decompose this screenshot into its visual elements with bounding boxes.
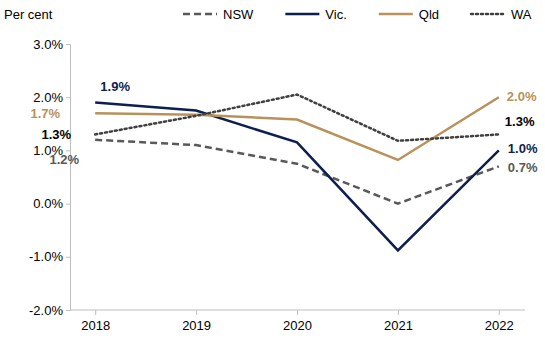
y-tick-mark	[66, 257, 70, 258]
x-tick-mark	[95, 310, 96, 315]
x-tick: 2022	[485, 310, 514, 333]
x-tick-label: 2021	[384, 318, 413, 333]
y-tick-label: 3.0%	[33, 37, 63, 52]
x-tick-label: 2022	[485, 318, 514, 333]
legend-swatch	[183, 13, 217, 16]
series-line	[95, 103, 499, 251]
x-tick-label: 2020	[283, 318, 312, 333]
y-tick: -2.0%	[29, 303, 70, 318]
legend-item: Vic.	[285, 7, 346, 22]
y-tick-label: -1.0%	[29, 249, 63, 264]
y-axis: -2.0%-1.0%0.0%1.0%2.0%3.0%	[29, 37, 70, 318]
lines	[95, 95, 499, 251]
y-tick-label: 2.0%	[33, 90, 63, 105]
y-tick: 0.0%	[33, 196, 70, 211]
chart: -2.0%-1.0%0.0%1.0%2.0%3.0%20182019202020…	[0, 0, 545, 349]
series-line	[95, 140, 499, 204]
x-axis: 2018 2019 2020 2021 2022	[70, 310, 525, 333]
data-label: 0.7%	[508, 160, 538, 175]
y-tick: 3.0%	[33, 37, 70, 52]
x-tick-mark	[499, 310, 500, 315]
series-line	[95, 95, 499, 141]
x-tick-mark	[297, 310, 298, 315]
legend-swatch	[471, 13, 505, 16]
legend-item: WA	[471, 7, 532, 22]
y-tick-label: -2.0%	[29, 303, 63, 318]
legend-item: NSW	[183, 7, 254, 22]
y-axis-line	[66, 45, 71, 311]
y-tick-mark	[66, 44, 70, 45]
legend-label: Qld	[419, 7, 439, 22]
y-tick-label: 0.0%	[33, 196, 63, 211]
x-tick: 2021	[384, 310, 413, 333]
y-tick: 2.0%	[33, 90, 70, 105]
legend-swatch	[285, 13, 319, 16]
x-tick: 2018	[81, 310, 110, 333]
data-label: 1.7%	[31, 106, 61, 121]
x-tick: 2020	[283, 310, 312, 333]
data-label: 1.3%	[505, 114, 535, 129]
x-tick: 2019	[182, 310, 211, 333]
y-tick-mark	[66, 97, 70, 98]
legend: NSW Vic. Qld WA	[183, 7, 532, 22]
data-label: 2.0%	[507, 89, 537, 104]
x-tick-label: 2018	[81, 318, 110, 333]
y-tick: -1.0%	[29, 249, 70, 264]
data-label: 1.3%	[42, 127, 72, 142]
y-tick-mark	[66, 310, 70, 311]
data-label: 1.9%	[100, 79, 130, 94]
legend-label: NSW	[223, 7, 254, 22]
legend-label: Vic.	[325, 7, 346, 22]
series-line	[95, 97, 499, 160]
legend-swatch	[379, 13, 413, 16]
legend-label: WA	[511, 7, 532, 22]
x-tick-mark	[196, 310, 197, 315]
data-labels: 1.2%0.7%1.9%1.0%1.7%2.0%1.3%1.3%	[31, 79, 538, 176]
x-tick-label: 2019	[182, 318, 211, 333]
y-axis-title: Per cent	[4, 7, 53, 22]
data-label: 1.2%	[50, 152, 80, 167]
y-tick-mark	[66, 204, 70, 205]
legend-item: Qld	[379, 7, 439, 22]
x-tick-mark	[398, 310, 399, 315]
data-label: 1.0%	[508, 141, 538, 156]
